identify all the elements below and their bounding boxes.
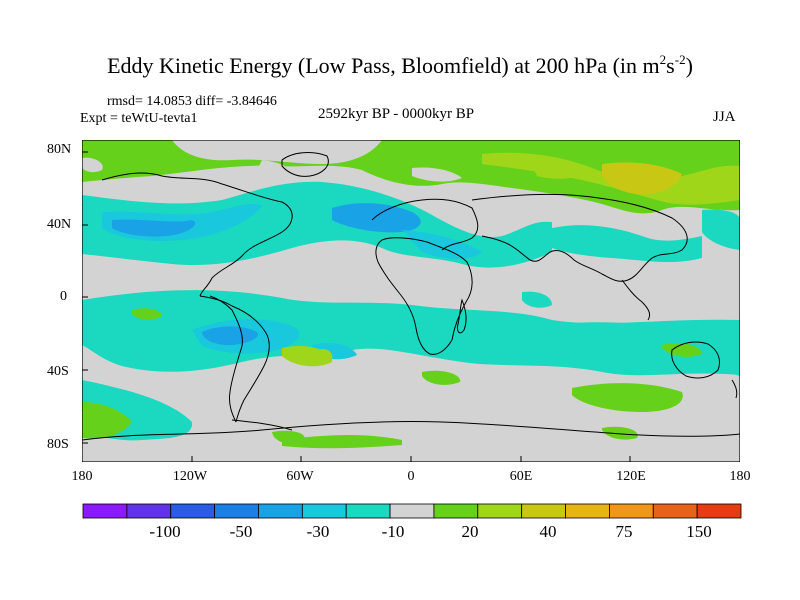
- lat-label-80n: 80N: [47, 142, 72, 157]
- anomaly-region: [172, 140, 382, 164]
- coastline: [457, 298, 467, 334]
- colorbar-box: [126, 503, 172, 519]
- lat-label-40s: 40S: [47, 364, 69, 379]
- lon-label-60w: 60W: [286, 469, 314, 484]
- stats-text: rmsd= 14.0853 diff= -3.84646: [107, 94, 277, 109]
- colorbar-box: [389, 503, 435, 519]
- colorbar-label: 150: [686, 522, 712, 541]
- colorbar-box: [214, 503, 259, 519]
- colorbar-label: -30: [306, 522, 330, 541]
- anomaly-region: [552, 322, 688, 350]
- lon-label-180w: 180: [71, 469, 93, 484]
- coastline: [101, 172, 293, 297]
- colorbar-box: [345, 503, 391, 519]
- lat-label-0: 0: [60, 289, 67, 304]
- lon-label-60e: 60E: [509, 469, 533, 484]
- anomaly-region: [132, 308, 162, 320]
- colorbar-label: 20: [461, 522, 479, 541]
- colorbar-box: [521, 503, 566, 519]
- colorbar-box: [301, 503, 347, 519]
- anomaly-region: [552, 225, 702, 263]
- colorbar-box: [433, 503, 479, 519]
- colorbar-box: [477, 503, 523, 519]
- anomaly-region: [396, 309, 502, 338]
- anomaly-region: [332, 203, 421, 233]
- colorbar-box: [609, 503, 654, 519]
- lon-label-0: 0: [407, 469, 415, 484]
- colorbar-label: -100: [149, 522, 181, 541]
- anomaly-region: [112, 219, 196, 237]
- colorbar: [82, 503, 742, 519]
- coastline: [731, 379, 738, 399]
- anomaly-region: [532, 165, 582, 179]
- experiment-label: Expt = teWtU-tevta1: [80, 111, 198, 126]
- colorbar-label: 40: [539, 522, 557, 541]
- colorbar-box: [170, 503, 216, 519]
- colorbar-box: [82, 503, 128, 519]
- coastline: [199, 295, 270, 423]
- coastline: [209, 295, 243, 423]
- anomaly-region: [702, 209, 740, 250]
- coastline: [281, 152, 329, 177]
- anomaly-region: [722, 349, 740, 376]
- lat-label-80s: 80S: [47, 437, 69, 452]
- coastline: [621, 279, 651, 321]
- anomaly-region: [82, 402, 132, 439]
- lon-label-180e: 180: [729, 469, 751, 484]
- coastline: [371, 198, 479, 251]
- anomaly-region: [82, 157, 103, 173]
- period-label: 2592kyr BP - 0000kyr BP: [318, 106, 475, 122]
- anomaly-region: [272, 430, 305, 444]
- colorbar-label: -10: [381, 522, 405, 541]
- colorbar-box: [652, 503, 698, 519]
- colorbar-box: [696, 503, 742, 519]
- map-panel: [82, 140, 740, 462]
- season-label: JJA: [713, 109, 736, 125]
- anomaly-region: [422, 370, 461, 385]
- colorbar-label: -50: [229, 522, 253, 541]
- anomaly-region: [317, 349, 333, 362]
- anomaly-region: [82, 290, 740, 376]
- coastline: [231, 419, 293, 431]
- anomaly-region: [257, 160, 293, 183]
- colorbar-box: [258, 503, 303, 519]
- colorbar-label: 75: [615, 522, 633, 541]
- anomaly-region: [602, 426, 638, 440]
- lon-label-120e: 120E: [616, 469, 646, 484]
- anomaly-region: [412, 167, 462, 182]
- lon-label-120w: 120W: [172, 469, 208, 484]
- anomaly-region: [602, 162, 682, 195]
- anomaly-region: [572, 383, 683, 412]
- anomaly-region: [522, 291, 552, 308]
- chart-title: Eddy Kinetic Energy (Low Pass, Bloomfiel…: [107, 52, 693, 78]
- coastline: [671, 341, 721, 379]
- anomaly-region: [202, 326, 258, 346]
- anomaly-region: [282, 435, 402, 449]
- colorbar-box: [565, 503, 610, 519]
- coastline: [82, 420, 740, 441]
- anomaly-region: [402, 230, 482, 259]
- lat-label-40n: 40N: [47, 217, 72, 232]
- coastline: [375, 237, 473, 355]
